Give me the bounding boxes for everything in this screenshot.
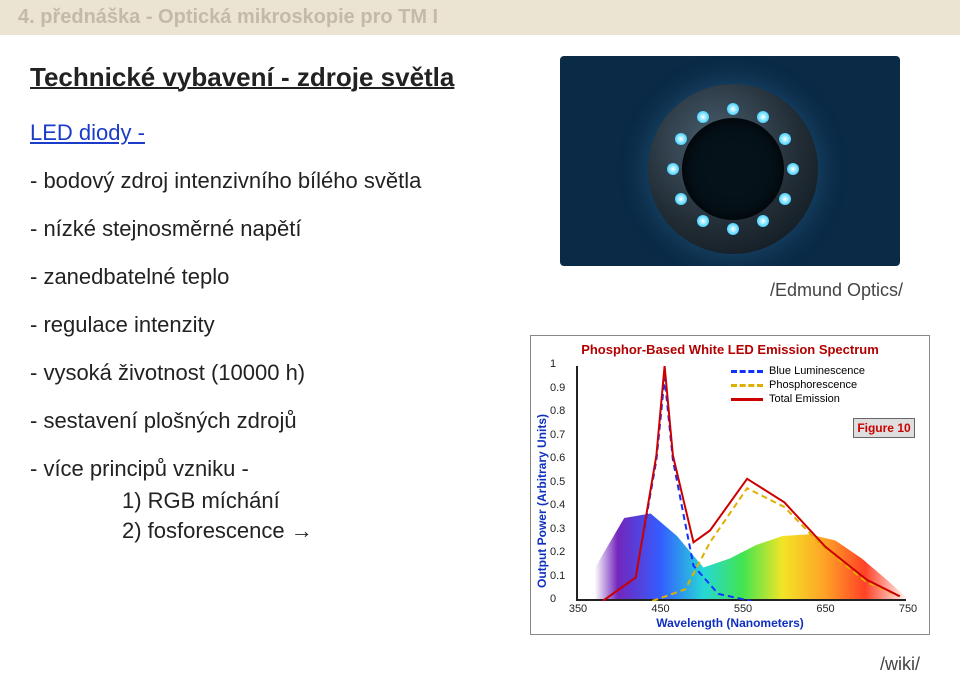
led-dot [757, 215, 769, 227]
y-axis-label: Output Power (Arbitrary Units) [535, 396, 549, 606]
bullet: - více principů vzniku - [30, 456, 490, 482]
led-dot [727, 103, 739, 115]
led-dot [675, 133, 687, 145]
led-dot [697, 111, 709, 123]
bullet: - nízké stejnosměrné napětí [30, 216, 490, 242]
y-tick: 0.3 [550, 523, 565, 535]
bullet: - regulace intenzity [30, 312, 490, 338]
header-text: 4. přednáška - Optická mikroskopie pro T… [18, 6, 438, 29]
bullet-list: LED diody - - bodový zdroj intenzivního … [30, 120, 490, 548]
led-dot [675, 193, 687, 205]
y-tick: 1 [550, 358, 556, 370]
led-dot [697, 215, 709, 227]
series-blue [603, 378, 752, 601]
header-band: 4. přednáška - Optická mikroskopie pro T… [0, 0, 960, 35]
y-tick: 0.4 [550, 499, 565, 511]
x-tick: 650 [816, 603, 834, 615]
y-tick: 0 [550, 593, 556, 605]
led-dot [727, 223, 739, 235]
x-tick: 450 [651, 603, 669, 615]
y-tick: 0.2 [550, 546, 565, 558]
curves-svg [578, 366, 908, 601]
y-tick: 0.7 [550, 429, 565, 441]
led-dot [667, 163, 679, 175]
sub-bullet: 2) fosforescence → [30, 518, 490, 544]
led-dot [787, 163, 799, 175]
spectrum-figure: Phosphor-Based White LED Emission Spectr… [530, 335, 930, 635]
credit-wiki: /wiki/ [880, 654, 920, 675]
series-total [603, 366, 900, 601]
x-tick: 550 [734, 603, 752, 615]
plot-area: 35045055065075000.10.20.30.40.50.60.70.8… [576, 366, 906, 601]
spectrum-title: Phosphor-Based White LED Emission Spectr… [531, 342, 929, 357]
x-axis-label: Wavelength (Nanometers) [531, 616, 929, 630]
x-tick: 350 [569, 603, 587, 615]
y-tick: 0.9 [550, 382, 565, 394]
bullet: - bodový zdroj intenzivního bílého světl… [30, 168, 490, 194]
y-tick: 0.1 [550, 570, 565, 582]
x-tick: 750 [899, 603, 917, 615]
ring-inner [682, 118, 784, 220]
y-tick: 0.6 [550, 452, 565, 464]
led-dot [757, 111, 769, 123]
y-tick: 0.5 [550, 476, 565, 488]
ring-light-image [560, 56, 900, 266]
section-title: Technické vybavení - zdroje světla [30, 62, 454, 93]
y-tick: 0.8 [550, 405, 565, 417]
led-link: LED diody - [30, 120, 490, 146]
led-dot [779, 193, 791, 205]
led-dot [779, 133, 791, 145]
bullet: - zanedbatelné teplo [30, 264, 490, 290]
credit-edmund: /Edmund Optics/ [770, 280, 903, 301]
slide-page: { "header": { "text": "4. přednáška - Op… [0, 0, 960, 694]
bullet: - sestavení plošných zdrojů [30, 408, 490, 434]
bullet: - vysoká životnost (10000 h) [30, 360, 490, 386]
sub-bullet: 1) RGB míchání [30, 488, 490, 514]
